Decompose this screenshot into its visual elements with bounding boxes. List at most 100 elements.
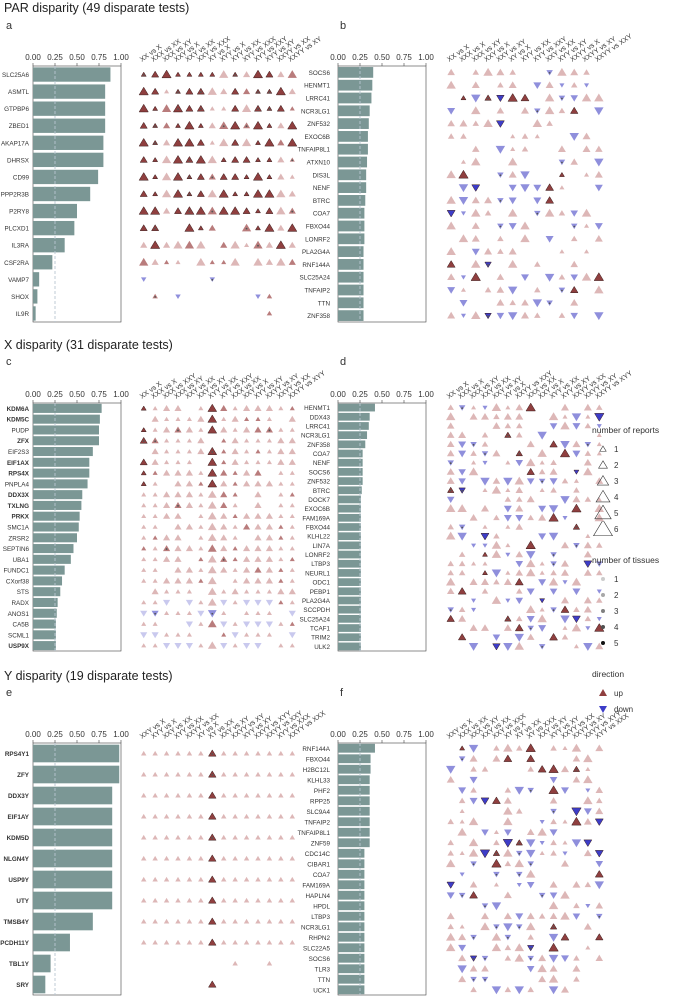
panel-c-bar (33, 522, 79, 532)
panel-c-marker (232, 643, 238, 648)
panel-c-marker (221, 438, 227, 443)
panel-c-marker (141, 524, 147, 529)
panel-b-marker (557, 145, 566, 153)
panel-e-marker (232, 813, 238, 819)
panel-c-tick-label: 1.00 (113, 390, 129, 399)
panel-f-marker (572, 776, 581, 783)
panel-a-marker (209, 140, 215, 145)
panel-a-gene-label: VAMP7 (8, 277, 29, 284)
panel-d-marker (447, 569, 454, 576)
panel-e-marker (208, 833, 217, 841)
panel-a-marker (255, 208, 261, 214)
panel-f-marker (445, 943, 456, 952)
legend-tissues-item: 1 (592, 571, 682, 587)
legend-tissues-item-symbol (592, 637, 614, 649)
panel-c-bar (33, 630, 56, 640)
panel-f-marker (550, 850, 557, 856)
panel-d-marker (514, 641, 525, 650)
panel-a-marker (220, 88, 228, 95)
panel-f-marker (549, 912, 558, 919)
panel-f-bar (338, 985, 365, 995)
panel-b-marker (458, 184, 469, 193)
panel-b-marker (471, 157, 481, 166)
panel-a-marker (161, 155, 172, 164)
legend-reports-item: 4 (592, 489, 682, 505)
panel-c-marker (152, 481, 158, 486)
panel-b-gene-label: TNFAIP8L1 (297, 147, 330, 154)
panel-d-bar (338, 624, 361, 632)
panel-a-tick-label: 0.25 (47, 53, 63, 62)
panel-d-marker (595, 477, 604, 484)
panel-a-marker (197, 122, 204, 128)
panel-b-marker (521, 146, 529, 152)
panel-f-marker (470, 986, 477, 993)
panel-d-marker (594, 413, 605, 422)
panel-c-marker (174, 491, 182, 498)
panel-f-marker (447, 839, 454, 846)
panel-b-marker (460, 275, 466, 280)
panel-f-marker (468, 838, 479, 847)
panel-a-marker (288, 190, 296, 197)
panel-e-marker (198, 813, 204, 819)
panel-c-marker (164, 589, 170, 594)
panel-e-marker (255, 771, 261, 777)
panel-a-tick-label: 0.75 (91, 53, 107, 62)
panel-d-marker (571, 503, 582, 513)
panel-a-marker (288, 207, 296, 214)
panel-d-bar (338, 578, 361, 586)
panel-f-marker (585, 788, 591, 793)
panel-a-marker (195, 206, 206, 215)
panel-d-marker (561, 477, 569, 484)
panel-e-marker (255, 792, 261, 798)
panel-d-marker (515, 561, 524, 568)
panel-f-marker (562, 851, 568, 856)
panel-b-marker (558, 274, 566, 280)
panel-e-marker (266, 876, 273, 882)
panel-f-marker (548, 901, 559, 910)
panel-d-marker (550, 459, 557, 466)
panel-a-marker (287, 70, 297, 78)
panel-e-bar (33, 891, 113, 910)
panel-b-marker (559, 249, 565, 254)
panel-c-marker (254, 404, 262, 411)
panel-c-marker (198, 535, 204, 540)
panel-c-marker (185, 491, 193, 498)
panel-d-marker (515, 523, 524, 530)
panel-f-marker (459, 819, 465, 824)
panel-a-tissue-dot (257, 244, 259, 247)
panel-d-marker (571, 577, 582, 586)
panel-c-marker (278, 546, 284, 551)
panel-d-marker (468, 467, 479, 476)
panel-c-marker (289, 470, 295, 475)
panel-f-gene-label: RHPN2 (309, 935, 331, 942)
panel-e-marker (152, 876, 158, 882)
panel-c-marker (152, 546, 158, 551)
panel-a-marker (172, 137, 184, 147)
panel-d-marker (504, 422, 512, 429)
panel-d-marker (537, 614, 547, 623)
panel-f-gene-label: CDC14C (305, 851, 331, 858)
panel-d-tissue-dot (461, 489, 464, 492)
panel-e-marker (220, 855, 227, 861)
panel-b-gene-label: HENMT1 (304, 83, 330, 90)
panel-a-marker (253, 104, 263, 112)
panel-a-gene-label: PPP2R3B (1, 192, 29, 199)
panel-d-marker (596, 404, 603, 410)
panel-d-marker (571, 623, 582, 632)
panel-b-tissue-dot (561, 289, 563, 292)
panel-c-marker (221, 459, 227, 465)
panel-d-marker (445, 504, 456, 513)
panel-d-marker (549, 440, 558, 448)
panel-f-gene-label: FBXO44 (306, 756, 331, 763)
panel-d-marker (446, 477, 455, 484)
panel-b-gene-label: NCR3LG1 (301, 108, 331, 115)
panel-a-marker (209, 106, 215, 111)
panel-c-marker (151, 632, 159, 639)
panel-b-marker (447, 133, 455, 139)
panel-d-marker (550, 487, 557, 493)
panel-f-bar (338, 922, 365, 932)
panel-c-marker (265, 599, 273, 606)
panel-c-marker (185, 480, 193, 487)
panel-f-marker (548, 974, 559, 983)
panel-b-bar (338, 182, 367, 193)
